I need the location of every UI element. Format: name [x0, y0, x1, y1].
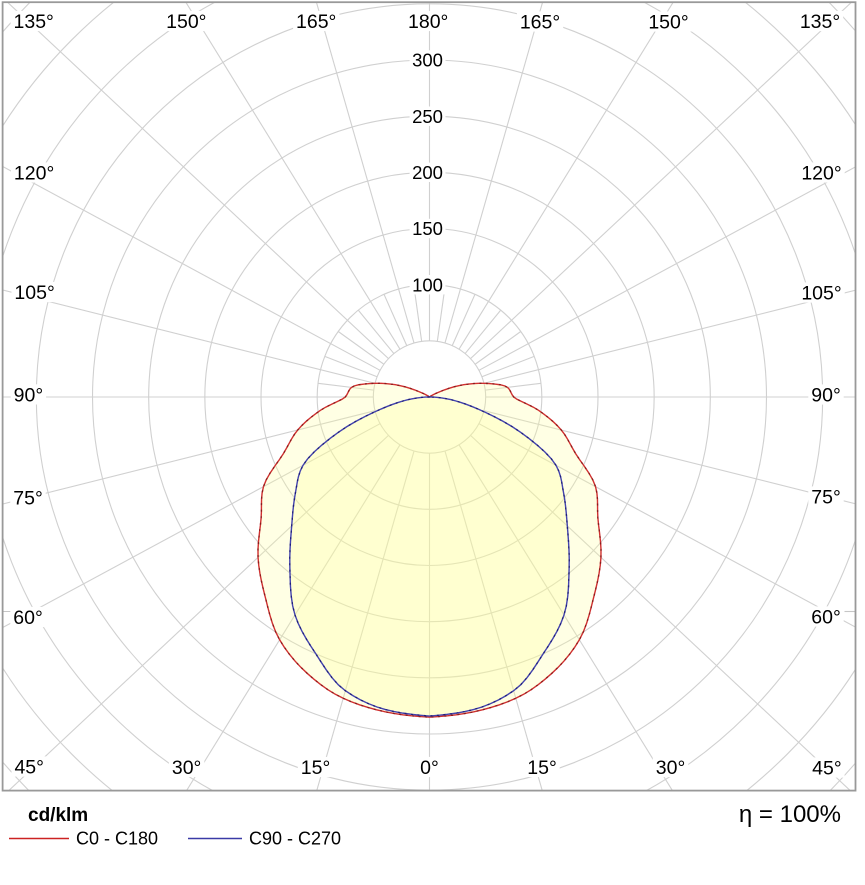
- svg-text:300: 300: [412, 50, 443, 71]
- svg-text:45°: 45°: [14, 756, 44, 778]
- svg-text:200: 200: [412, 162, 443, 183]
- svg-text:90°: 90°: [811, 384, 841, 406]
- svg-text:250: 250: [412, 106, 443, 127]
- svg-text:90°: 90°: [14, 384, 44, 406]
- svg-text:75°: 75°: [811, 486, 841, 508]
- svg-text:75°: 75°: [13, 487, 43, 509]
- svg-text:cd/klm: cd/klm: [28, 805, 88, 826]
- svg-text:C0 - C180: C0 - C180: [76, 829, 158, 849]
- svg-text:45°: 45°: [812, 757, 842, 779]
- svg-text:135°: 135°: [14, 11, 54, 33]
- svg-text:150°: 150°: [166, 11, 206, 33]
- svg-text:100: 100: [412, 274, 443, 295]
- svg-text:15°: 15°: [527, 757, 557, 779]
- svg-text:105°: 105°: [801, 282, 841, 304]
- svg-text:60°: 60°: [811, 606, 841, 628]
- svg-text:105°: 105°: [14, 282, 54, 304]
- svg-text:0°: 0°: [420, 757, 439, 779]
- svg-text:30°: 30°: [172, 757, 202, 779]
- svg-text:30°: 30°: [656, 757, 686, 779]
- svg-text:15°: 15°: [301, 757, 331, 779]
- svg-text:165°: 165°: [520, 11, 560, 33]
- svg-text:180°: 180°: [408, 11, 448, 33]
- svg-text:120°: 120°: [14, 162, 54, 184]
- svg-text:60°: 60°: [13, 607, 43, 629]
- svg-text:135°: 135°: [800, 11, 840, 33]
- svg-text:165°: 165°: [296, 11, 336, 33]
- svg-text:150°: 150°: [648, 11, 688, 33]
- svg-text:120°: 120°: [801, 162, 841, 184]
- svg-text:150: 150: [412, 218, 443, 239]
- svg-text:C90 - C270: C90 - C270: [249, 829, 341, 849]
- svg-text:η = 100%: η = 100%: [739, 801, 841, 828]
